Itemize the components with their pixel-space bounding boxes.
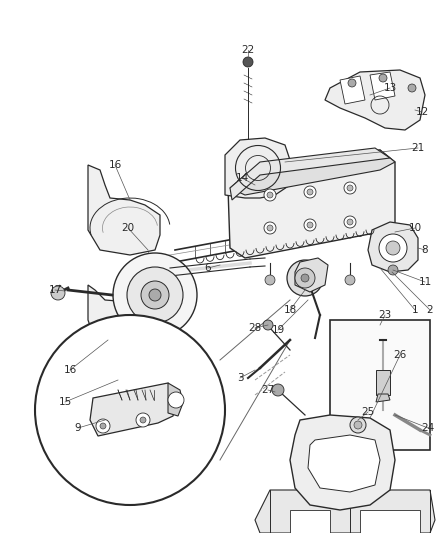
Polygon shape [152,380,164,390]
Polygon shape [112,380,124,390]
Text: 12: 12 [415,107,429,117]
Bar [330,320,430,450]
Text: 18: 18 [283,305,297,315]
Circle shape [149,289,161,301]
Text: 26: 26 [393,350,406,360]
Polygon shape [325,70,425,130]
Circle shape [168,392,184,408]
Circle shape [264,222,276,234]
Text: 1: 1 [412,305,418,315]
Text: 16: 16 [108,160,122,170]
Text: 9: 9 [75,423,81,433]
Text: 19: 19 [272,325,285,335]
Circle shape [350,417,366,433]
Polygon shape [290,415,395,510]
Text: 17: 17 [48,285,62,295]
Text: 14: 14 [235,173,249,183]
Text: 8: 8 [422,245,428,255]
Polygon shape [370,72,395,100]
Text: 13: 13 [383,83,397,93]
Text: 22: 22 [241,45,254,55]
Text: 20: 20 [121,223,134,233]
Polygon shape [376,394,390,402]
Circle shape [304,186,316,198]
Circle shape [344,216,356,228]
Polygon shape [290,510,330,533]
Polygon shape [360,510,420,533]
Text: 16: 16 [64,365,77,375]
Circle shape [347,219,353,225]
Polygon shape [368,222,418,272]
Polygon shape [295,258,328,292]
Circle shape [307,189,313,195]
Text: 27: 27 [261,385,275,395]
Circle shape [243,57,253,67]
Circle shape [267,192,273,198]
Polygon shape [340,76,365,104]
Circle shape [265,275,275,285]
Polygon shape [168,383,183,416]
Text: 24: 24 [421,423,434,433]
Circle shape [272,384,284,396]
Text: 23: 23 [378,310,392,320]
Text: 28: 28 [248,323,261,333]
Text: 2: 2 [427,305,433,315]
Circle shape [347,185,353,191]
Circle shape [287,260,323,296]
Text: 10: 10 [409,223,421,233]
Bar [376,370,390,395]
Circle shape [307,222,313,228]
Polygon shape [88,165,160,255]
Text: 3: 3 [237,373,244,383]
Circle shape [379,74,387,82]
Polygon shape [228,150,395,258]
Circle shape [113,253,197,337]
Circle shape [264,189,276,201]
Circle shape [348,79,356,87]
Circle shape [267,225,273,231]
Circle shape [386,241,400,255]
Polygon shape [230,148,390,200]
Circle shape [96,419,110,433]
Polygon shape [225,138,290,198]
Circle shape [305,275,315,285]
Circle shape [295,268,315,288]
Circle shape [51,286,65,300]
Circle shape [263,320,273,330]
Circle shape [301,274,309,282]
Circle shape [345,275,355,285]
Text: 6: 6 [205,263,211,273]
Polygon shape [132,380,144,390]
Circle shape [354,421,362,429]
Polygon shape [230,150,395,195]
Text: 21: 21 [411,143,424,153]
Circle shape [344,182,356,194]
Circle shape [379,234,407,262]
Polygon shape [88,285,165,358]
Circle shape [140,417,146,423]
Circle shape [408,84,416,92]
Polygon shape [255,490,435,533]
Text: 15: 15 [58,397,72,407]
Circle shape [388,265,398,275]
Circle shape [304,219,316,231]
Circle shape [35,315,225,505]
Circle shape [127,267,183,323]
Polygon shape [90,383,178,436]
Text: 25: 25 [361,407,374,417]
Text: 11: 11 [418,277,431,287]
Circle shape [141,281,169,309]
Circle shape [100,423,106,429]
Circle shape [136,413,150,427]
Polygon shape [308,435,380,492]
